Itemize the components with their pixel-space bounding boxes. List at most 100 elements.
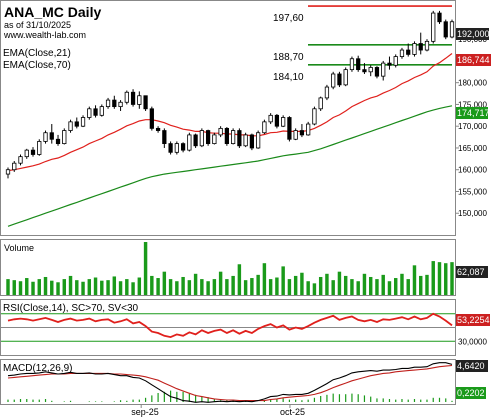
- volume-bar: [231, 275, 235, 295]
- price-tick-label: 150,000: [458, 209, 487, 218]
- candle-body: [212, 134, 217, 145]
- volume-bar: [181, 276, 185, 295]
- candle-body: [143, 95, 148, 110]
- support-upper-label: 188,70: [273, 52, 304, 63]
- candle-body: [387, 62, 392, 66]
- site-watermark: www.wealth-lab.com: [3, 30, 86, 40]
- candle-body: [193, 134, 198, 147]
- price-tick-label: 175,000: [458, 100, 487, 109]
- resistance-label: 197,60: [273, 13, 304, 24]
- candle-body: [418, 43, 423, 51]
- candle-body: [118, 101, 123, 108]
- candle-body: [12, 162, 17, 171]
- candle-body: [243, 134, 248, 147]
- volume-bar: [450, 262, 454, 295]
- volume-bar: [156, 278, 160, 295]
- volume-bar: [18, 281, 23, 295]
- candle-body: [287, 117, 292, 140]
- volume-bar: [300, 272, 304, 295]
- volume-bar: [112, 276, 117, 295]
- macd-title: MACD(12,26,9): [3, 363, 72, 374]
- candle-body: [343, 69, 348, 86]
- candle-body: [62, 130, 67, 145]
- volume-bar: [100, 280, 104, 295]
- volume-bar: [350, 279, 354, 295]
- candle-body: [205, 130, 211, 145]
- candle-body: [293, 130, 298, 140]
- volume-bar: [56, 282, 60, 295]
- candle-body: [356, 58, 361, 71]
- candle-body: [30, 149, 36, 155]
- volume-bar: [406, 279, 410, 295]
- candle-body: [281, 117, 286, 127]
- volume-bar: [81, 281, 85, 295]
- candle-body: [443, 21, 448, 38]
- volume-bar: [400, 273, 404, 295]
- volume-bar: [368, 276, 373, 295]
- candle-body: [112, 99, 117, 108]
- price-tick-label: 155,000: [458, 187, 487, 196]
- candle-body: [431, 12, 436, 42]
- volume-bar: [387, 281, 392, 295]
- volume-bar: [306, 281, 310, 295]
- candle-body: [199, 130, 204, 147]
- candle-body: [268, 114, 273, 123]
- hist-badge-bg: [456, 387, 486, 399]
- rsi-badge: 53,2254: [457, 315, 490, 325]
- price-tick-label: 165,000: [458, 144, 487, 153]
- ema70-badge: 174,717: [457, 108, 490, 118]
- candle-body: [187, 134, 192, 151]
- volume-bar: [200, 279, 204, 295]
- candle-body: [256, 132, 261, 149]
- candle-body: [130, 91, 136, 105]
- volume-bar: [75, 280, 79, 295]
- volume-bar: [262, 263, 267, 295]
- volume-bar: [375, 279, 379, 295]
- volume-bar: [206, 281, 210, 295]
- candle-body: [349, 58, 355, 71]
- volume-bar: [419, 275, 423, 295]
- volume-bar: [175, 281, 179, 295]
- candle-body: [381, 62, 386, 77]
- volume-bar: [250, 278, 254, 295]
- ema70-legend: EMA(Close,70): [3, 60, 71, 71]
- candle-body: [306, 123, 311, 136]
- macd-panel: [0, 359, 456, 405]
- x-tick-label: oct-25: [280, 407, 305, 417]
- candle-body: [105, 99, 111, 108]
- price-tick-label: 170,000: [458, 122, 487, 131]
- volume-bar: [356, 281, 360, 295]
- candle-body: [168, 143, 173, 153]
- volume-bar: [6, 279, 10, 295]
- volume-bar: [381, 274, 385, 295]
- candle-body: [274, 114, 280, 127]
- chart-title: ANA_MC Daily: [4, 4, 101, 20]
- candle-body: [87, 108, 92, 118]
- volume-bar: [131, 282, 135, 295]
- volume-bar: [150, 275, 154, 295]
- candle-body: [299, 130, 305, 136]
- candle-body: [124, 91, 129, 103]
- volume-bar: [325, 273, 329, 295]
- candle-body: [43, 132, 48, 142]
- volume-bar: [93, 277, 98, 295]
- volume-bar: [293, 275, 298, 295]
- volume-bar: [331, 280, 335, 295]
- macd-line: [7, 362, 453, 403]
- volume-bar: [125, 279, 129, 295]
- candle-body: [68, 121, 73, 131]
- candle-body: [312, 108, 317, 125]
- candle-body: [155, 127, 161, 131]
- volume-bar: [225, 279, 229, 295]
- candle-body: [74, 121, 79, 127]
- volume-bar: [362, 273, 367, 295]
- candle-body: [174, 143, 179, 153]
- candle-body: [231, 130, 236, 145]
- candle-body: [449, 21, 455, 38]
- volume-bar: [87, 279, 92, 295]
- candle-body: [324, 86, 330, 99]
- volume-bar: [212, 279, 217, 295]
- volume-bar: [437, 262, 442, 295]
- rsi-line: [7, 312, 453, 339]
